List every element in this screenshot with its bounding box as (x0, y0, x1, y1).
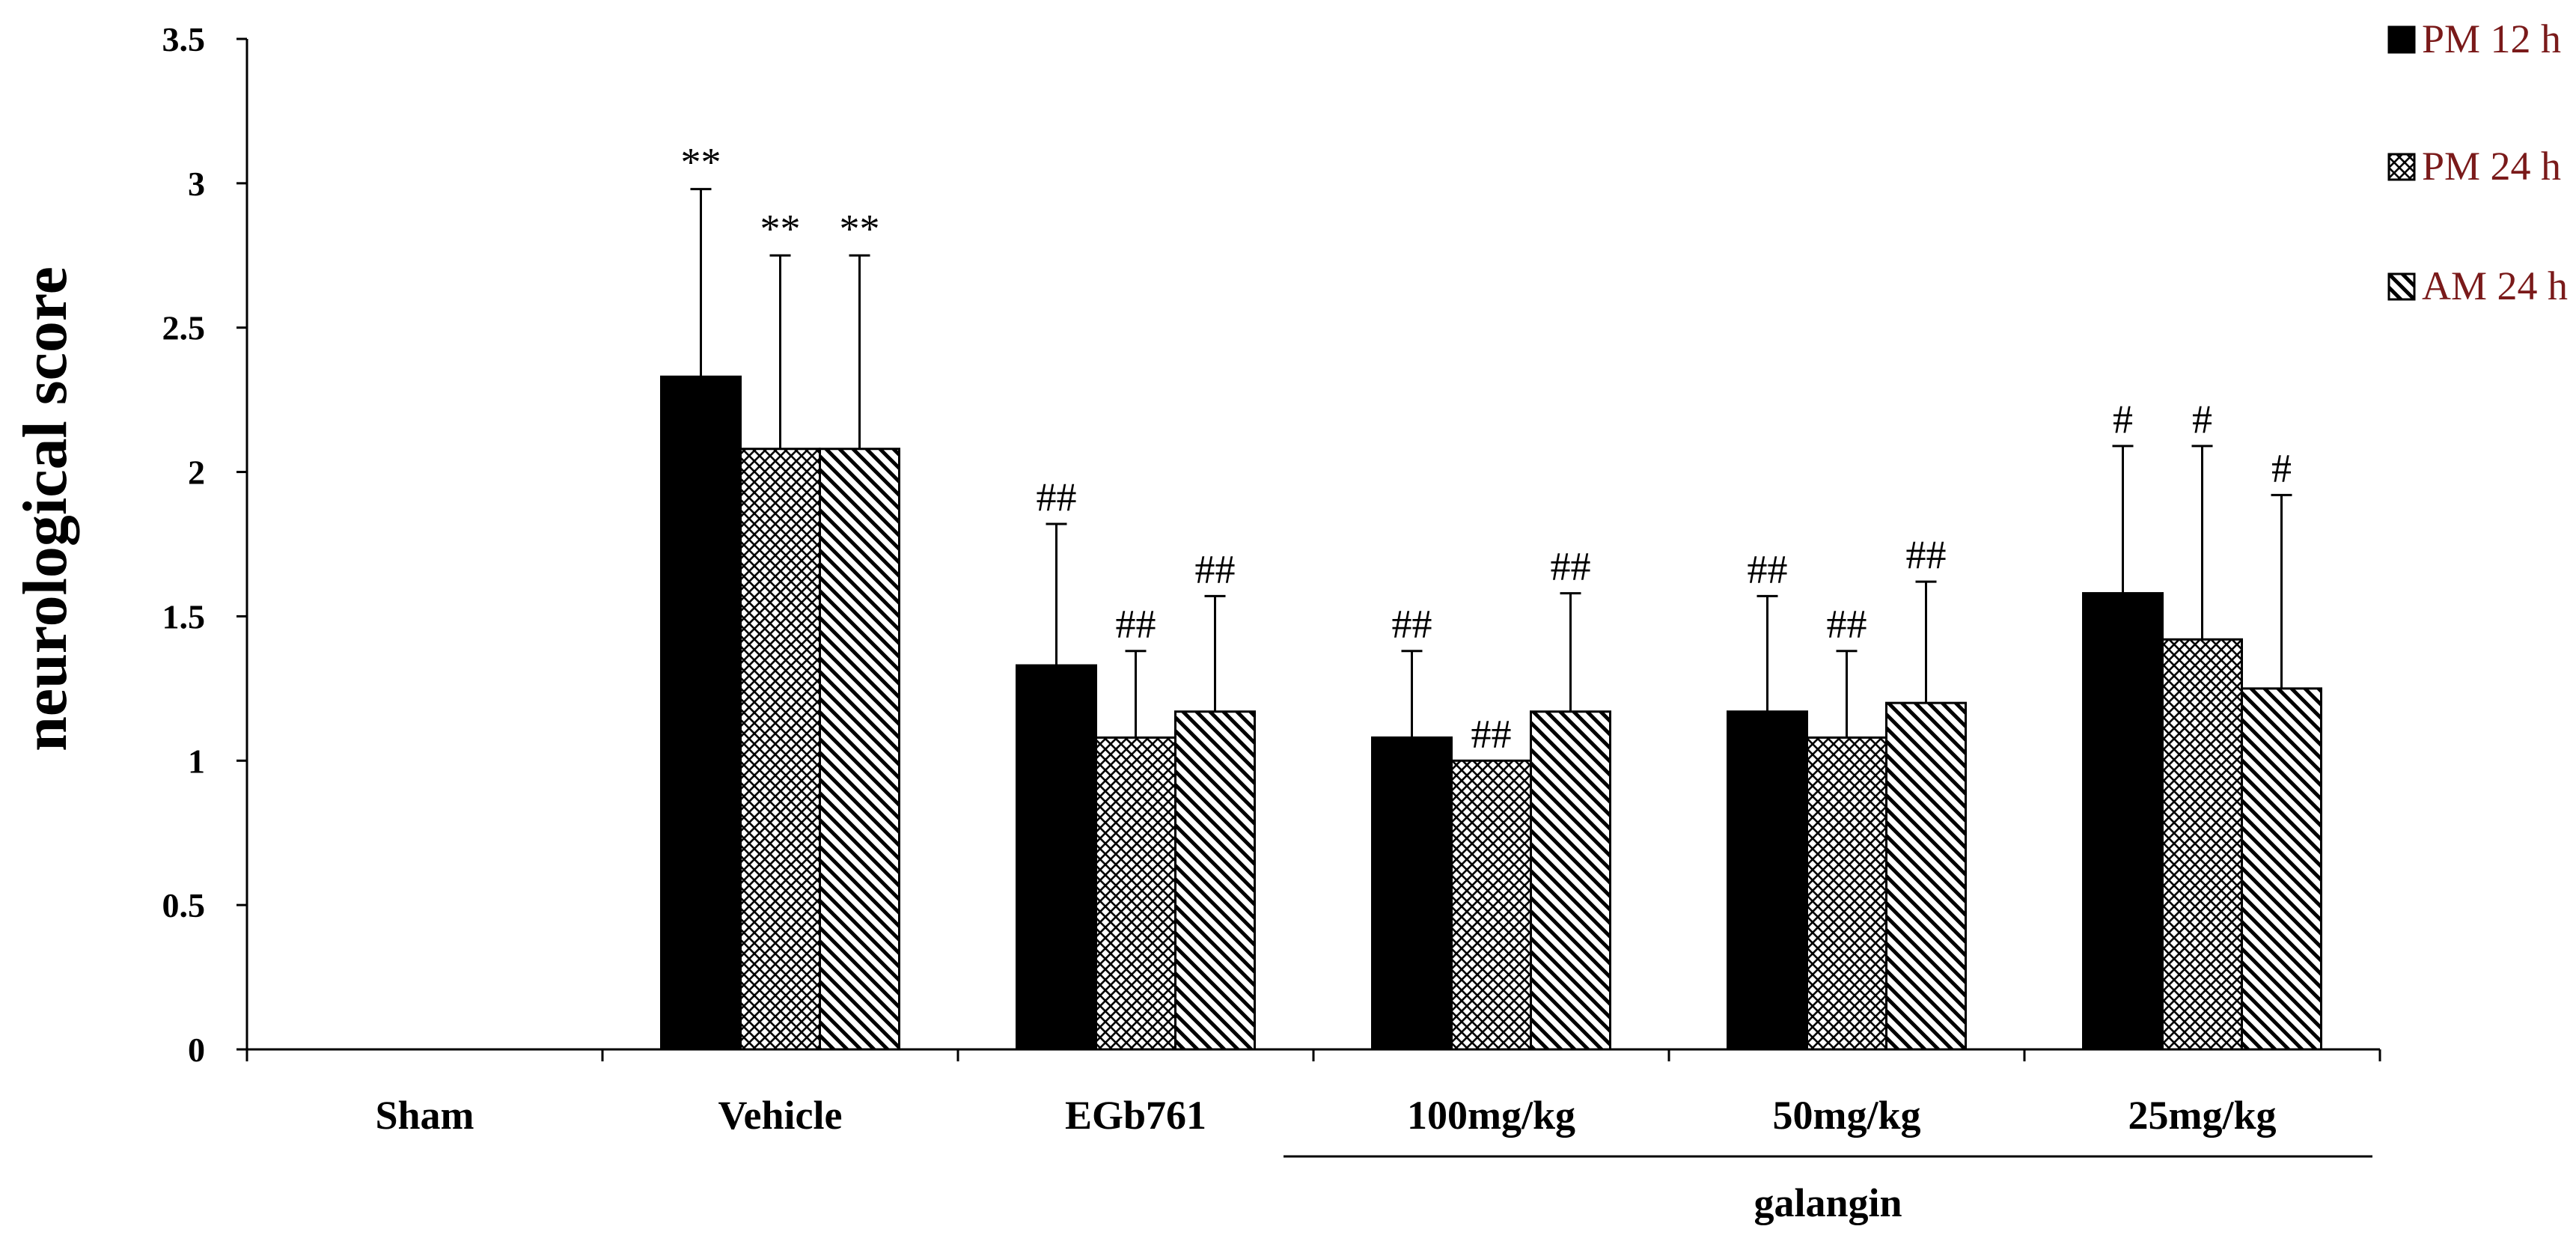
bar-pm-12-h (660, 375, 742, 1051)
significance-label: ## (1195, 546, 1236, 591)
y-tick-label: 3 (188, 165, 205, 203)
bar-am-24-h (819, 448, 900, 1051)
legend-swatch-solid (2387, 25, 2416, 54)
group-label: galangin (1754, 1180, 1902, 1225)
bar-pm-24-h (1806, 736, 1887, 1051)
category-label: 50mg/kg (1772, 1093, 1920, 1138)
legend: PM 12 h PM 24 h AM 24 h (2387, 16, 2568, 308)
significance-label: ## (1827, 602, 1867, 647)
significance-label: # (2192, 397, 2212, 442)
significance-label: ## (1037, 475, 1077, 519)
bar-pm-24-h (1450, 759, 1532, 1051)
y-tick-label: 1 (188, 742, 205, 780)
legend-label: AM 24 h (2422, 263, 2568, 308)
labels: 0 0.5 1 1.5 2 2.5 3 3.5 Sham Vehicle EGb761 100mg/k… (162, 20, 2292, 1225)
bar-pm-12-h (2082, 592, 2164, 1051)
significance-label: ** (840, 206, 880, 251)
category-label: EGb761 (1065, 1093, 1206, 1138)
significance-label: ** (760, 206, 801, 251)
y-axis-label: neurological score (10, 266, 80, 751)
legend-swatch-crosshatch (2387, 153, 2416, 181)
significance-label: ## (1116, 602, 1156, 647)
significance-label: ## (1748, 546, 1788, 591)
significance-label: ** (681, 140, 721, 185)
axes (236, 37, 2381, 1158)
category-label: Vehicle (718, 1093, 843, 1138)
category-label: 100mg/kg (1407, 1093, 1575, 1138)
significance-label: ## (1551, 544, 1591, 589)
y-tick-label: 1.5 (162, 597, 206, 635)
legend-label: PM 12 h (2422, 16, 2561, 61)
significance-label: ## (1906, 532, 1947, 577)
bar-pm-12-h (1727, 710, 1808, 1051)
bars (660, 188, 2322, 1051)
bar-pm-24-h (739, 448, 821, 1051)
significance-label: ## (1392, 602, 1432, 647)
category-label: 25mg/kg (2128, 1093, 2276, 1138)
legend-swatch-diagonal (2387, 272, 2416, 301)
bar-am-24-h (1885, 701, 1967, 1051)
bar-am-24-h (2241, 687, 2322, 1051)
y-tick-label: 2.5 (162, 309, 206, 347)
bar-am-24-h (1174, 710, 1256, 1051)
bar-pm-12-h (1016, 664, 1097, 1051)
y-tick-label: 0 (188, 1031, 205, 1069)
significance-label: ## (1471, 711, 1512, 756)
bar-am-24-h (1530, 710, 1611, 1051)
category-label: Sham (375, 1093, 474, 1138)
significance-label: # (2113, 397, 2133, 442)
bar-pm-24-h (2161, 638, 2243, 1051)
bar-pm-24-h (1095, 736, 1176, 1051)
legend-label: PM 24 h (2422, 144, 2561, 189)
significance-label: # (2271, 445, 2292, 490)
y-tick-label: 2 (188, 454, 205, 492)
y-tick-label: 0.5 (162, 886, 206, 924)
y-tick-label: 3.5 (162, 20, 206, 58)
bar-pm-12-h (1371, 736, 1453, 1051)
